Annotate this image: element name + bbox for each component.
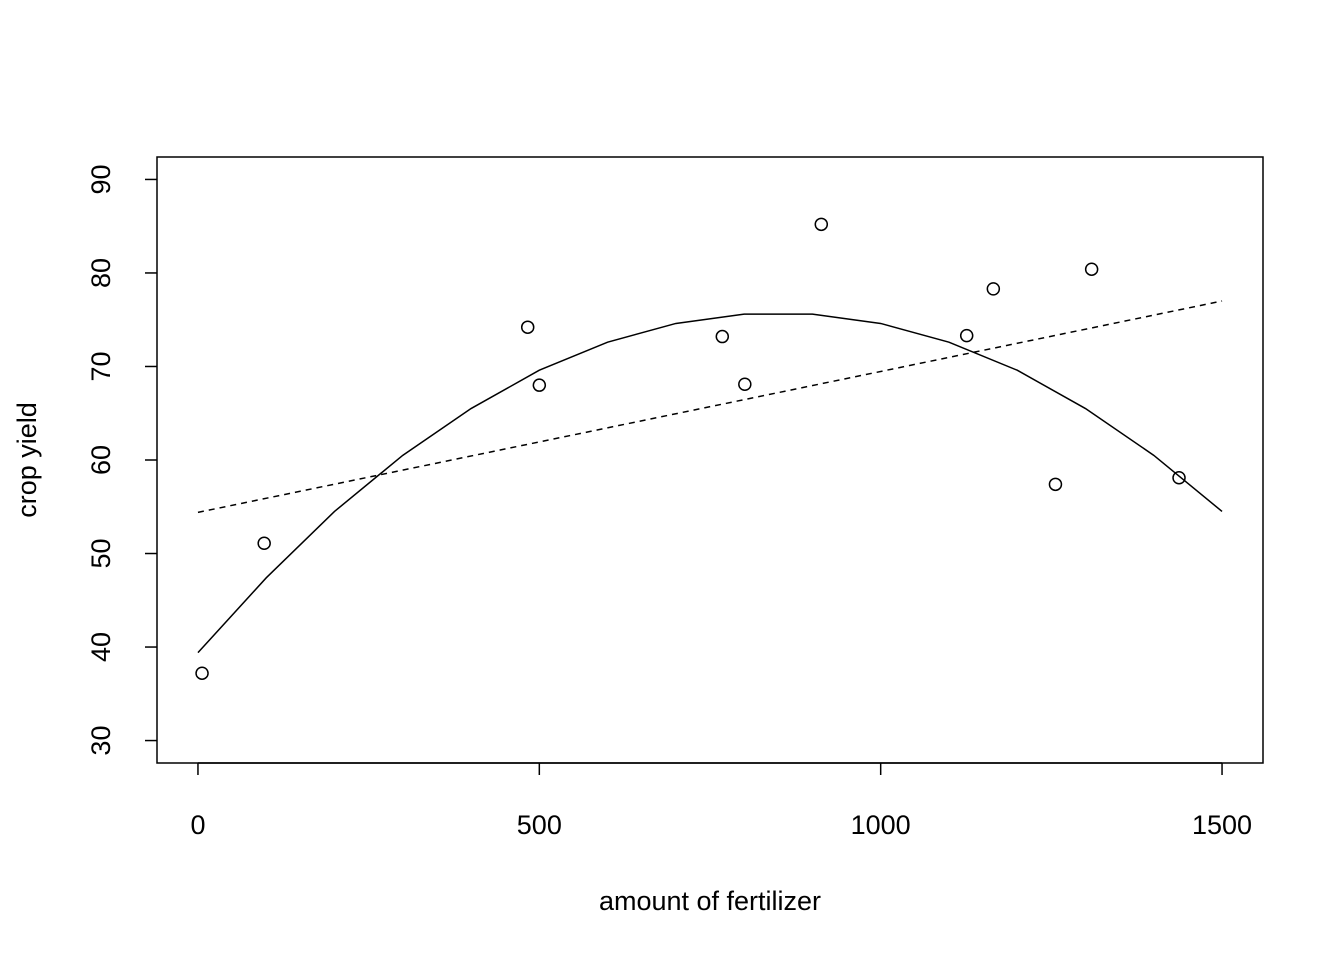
point xyxy=(195,666,209,680)
y-tick-label: 60 xyxy=(86,445,116,475)
y-tick-label: 90 xyxy=(86,164,116,194)
point xyxy=(532,378,547,392)
fit-line xyxy=(197,313,1223,654)
y-axis-label: crop yield xyxy=(12,402,42,518)
point xyxy=(959,328,974,343)
y-tick-label: 40 xyxy=(86,632,116,662)
point xyxy=(1048,477,1063,492)
y-tick-label: 50 xyxy=(86,538,116,568)
point xyxy=(520,320,535,334)
point xyxy=(1084,262,1099,276)
point xyxy=(814,217,829,232)
point xyxy=(738,377,752,391)
plot-box xyxy=(156,156,1264,764)
y-tick-label: 70 xyxy=(86,351,116,381)
point xyxy=(715,329,730,344)
y-tick-label: 30 xyxy=(86,726,116,756)
y-tick-label: 80 xyxy=(86,258,116,288)
point xyxy=(986,282,1001,296)
x-axis-label: amount of fertilizer xyxy=(599,886,821,916)
x-tick-label: 1000 xyxy=(851,810,911,840)
point xyxy=(257,536,271,550)
fit-line xyxy=(197,300,1223,514)
point xyxy=(1172,471,1186,485)
x-tick-label: 500 xyxy=(517,810,562,840)
x-tick-label: 1500 xyxy=(1192,810,1252,840)
x-tick-label: 0 xyxy=(190,810,205,840)
